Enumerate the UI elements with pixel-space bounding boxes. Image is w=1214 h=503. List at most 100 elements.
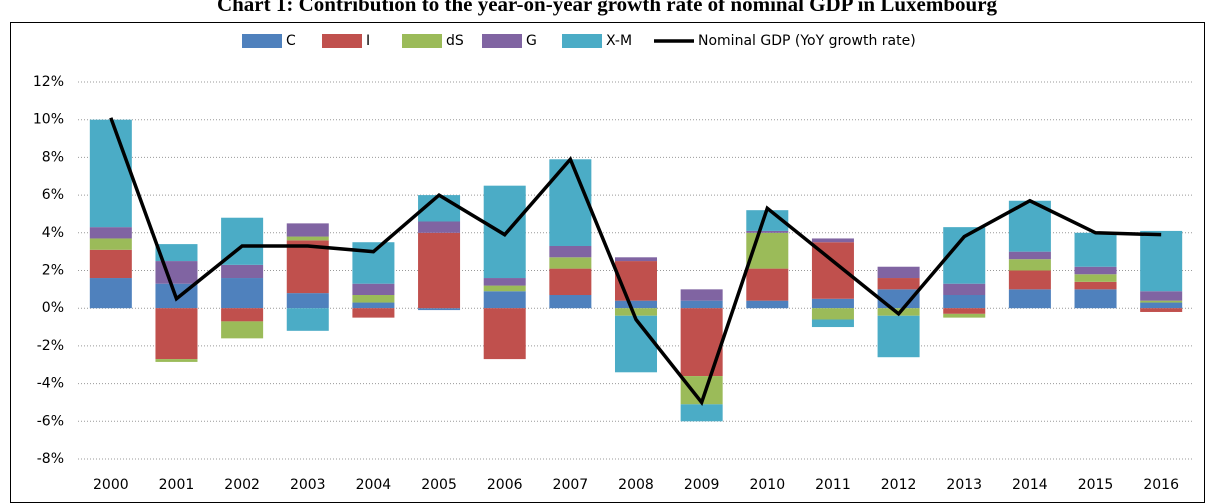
y-tick-label: 2% <box>42 263 64 279</box>
bar-segment <box>352 242 395 284</box>
bar-segment <box>286 236 329 241</box>
bar-segment <box>1140 230 1183 292</box>
bar-segment <box>155 308 198 360</box>
legend-swatch <box>562 34 602 48</box>
bar-segment <box>746 300 789 309</box>
legend-label: dS <box>446 33 464 49</box>
bar-segment <box>221 264 264 279</box>
bar-segment <box>221 308 264 322</box>
x-tick-label: 2009 <box>684 477 720 493</box>
bar-segment <box>1008 289 1051 309</box>
y-tick-label: -4% <box>37 376 64 392</box>
y-tick-label: -6% <box>37 413 64 429</box>
bar-segment <box>614 300 658 309</box>
y-tick-label: 8% <box>42 149 64 165</box>
bar-segment <box>943 283 986 296</box>
bar-segment <box>483 291 526 309</box>
bar-segment <box>943 308 986 314</box>
bar-segment <box>943 313 986 318</box>
bar-segment <box>89 249 132 279</box>
bar-segment <box>352 302 395 309</box>
bar-segment <box>680 289 723 301</box>
x-tick-label: 2003 <box>290 477 326 493</box>
bar-segment <box>549 295 592 309</box>
bar-segment <box>89 278 132 309</box>
bar-segment <box>418 232 461 309</box>
bar-segment <box>1140 308 1183 312</box>
bar-segment <box>877 266 920 279</box>
legend-label: G <box>526 33 537 49</box>
y-tick-label: 4% <box>42 225 64 241</box>
bar-segment <box>746 268 789 301</box>
x-tick-label: 2015 <box>1078 477 1114 493</box>
bar-segment <box>614 315 658 373</box>
bar-segment <box>483 308 526 360</box>
x-tick-label: 2012 <box>881 477 917 493</box>
bar-segment <box>1008 259 1051 271</box>
bar-segment <box>286 293 329 309</box>
bar-segment <box>746 230 789 233</box>
x-tick-label: 2010 <box>749 477 785 493</box>
bar-segment <box>549 159 592 246</box>
line-series <box>109 117 1162 407</box>
bar-segment <box>221 321 264 339</box>
legend-label: C <box>286 33 296 49</box>
bar-segment <box>811 238 854 243</box>
x-tick-label: 2005 <box>421 477 457 493</box>
bar-segment <box>1074 274 1117 282</box>
bar-segment <box>811 308 854 320</box>
legend-swatch <box>322 34 362 48</box>
y-tick-label: 6% <box>42 187 64 203</box>
bar-segment <box>877 278 920 290</box>
bar-segment <box>680 308 723 377</box>
bar-segment <box>286 223 329 237</box>
bar-segment <box>943 295 986 309</box>
x-tick-label: 2007 <box>553 477 589 493</box>
bar-segment <box>549 268 592 296</box>
bar-segment <box>877 315 920 358</box>
bar-segment <box>1074 281 1117 290</box>
bar-segment <box>549 245 592 258</box>
bar-segment <box>1008 270 1051 290</box>
bar-segment <box>1140 291 1183 301</box>
y-tick-label: 10% <box>33 112 64 128</box>
bar-segment <box>221 278 264 309</box>
bar-segment <box>1140 302 1183 309</box>
bar-segment <box>155 244 198 262</box>
legend-swatch <box>482 34 522 48</box>
legend-label: X-M <box>606 33 632 49</box>
x-tick-label: 2000 <box>93 477 129 493</box>
bar-segment <box>352 283 395 296</box>
bar-segment <box>352 295 395 303</box>
x-tick-label: 2013 <box>946 477 982 493</box>
bar-segment <box>89 227 132 239</box>
bar-segment <box>1074 232 1117 267</box>
bar-segment <box>483 285 526 292</box>
x-tick-label: 2002 <box>224 477 260 493</box>
bar-segment <box>155 359 198 362</box>
bar-segment <box>811 298 854 309</box>
y-tick-label: 12% <box>33 74 64 90</box>
bar-segment <box>286 308 329 331</box>
x-tick-label: 2001 <box>159 477 195 493</box>
legend-swatch <box>242 34 282 48</box>
x-tick-label: 2016 <box>1143 477 1179 493</box>
bar-segment <box>483 185 526 279</box>
x-tick-label: 2008 <box>618 477 654 493</box>
legend-label: Nominal GDP (YoY growth rate) <box>698 33 916 49</box>
bar-segment <box>155 261 198 284</box>
x-tick-label: 2014 <box>1012 477 1048 493</box>
bar-segment <box>89 238 132 250</box>
bar-segment <box>549 257 592 269</box>
bar-segment <box>1140 300 1183 303</box>
y-tick-label: -8% <box>37 451 64 467</box>
bar-segment <box>680 404 723 422</box>
bar-segment <box>1074 266 1117 275</box>
bar-segment <box>418 308 461 311</box>
bar-segment <box>352 308 395 318</box>
bar-segment <box>1074 289 1117 309</box>
bar-segment <box>418 221 461 233</box>
legend-label: I <box>366 33 370 49</box>
